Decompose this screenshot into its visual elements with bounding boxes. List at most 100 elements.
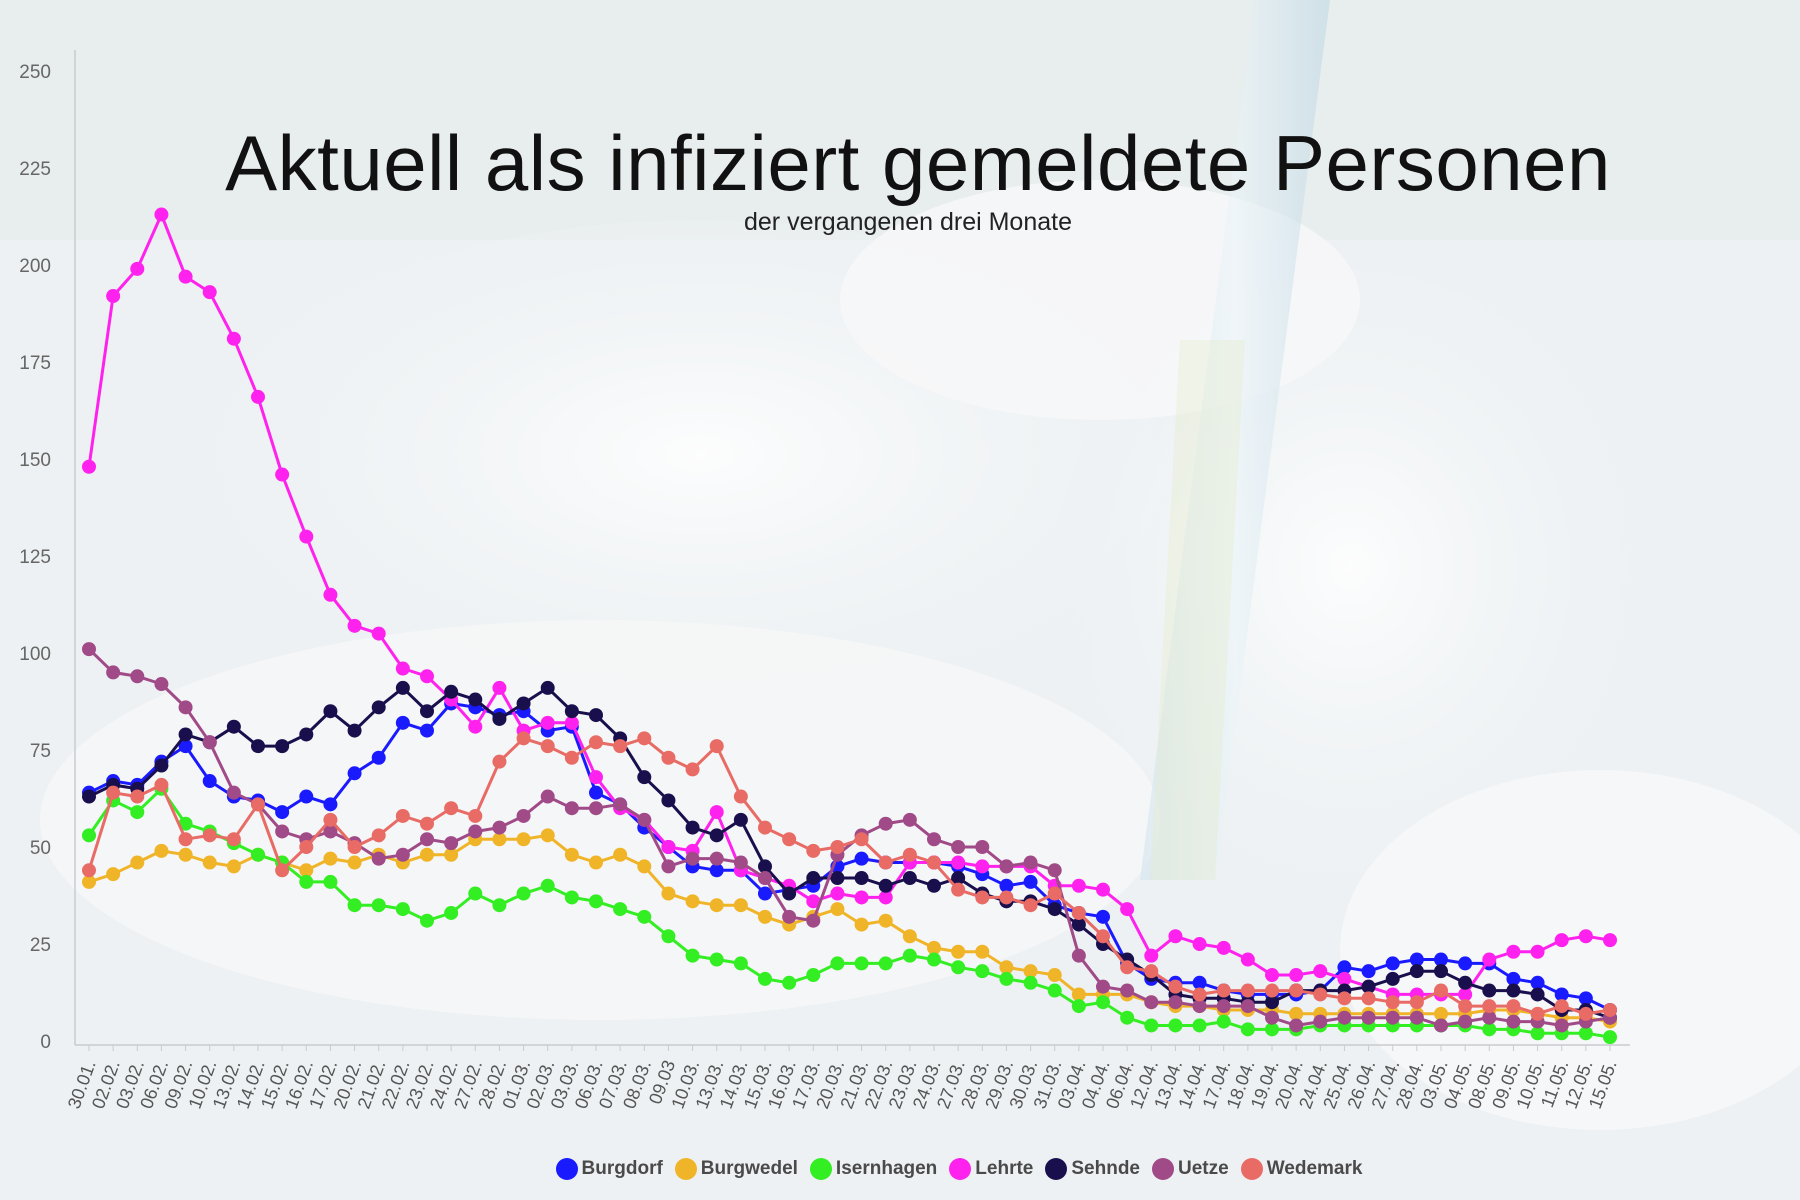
data-point[interactable] xyxy=(275,467,290,482)
data-point[interactable] xyxy=(178,816,193,831)
data-point[interactable] xyxy=(1216,983,1231,998)
data-point[interactable] xyxy=(1265,1010,1279,1025)
data-point[interactable] xyxy=(516,832,531,847)
data-point[interactable] xyxy=(878,913,893,928)
data-point[interactable] xyxy=(830,871,845,886)
data-point[interactable] xyxy=(492,680,507,695)
data-point[interactable] xyxy=(395,847,410,862)
data-point[interactable] xyxy=(999,971,1014,986)
data-point[interactable] xyxy=(999,878,1014,893)
data-point[interactable] xyxy=(178,847,193,862)
data-point[interactable] xyxy=(927,952,941,967)
data-point[interactable] xyxy=(1071,917,1086,932)
data-point[interactable] xyxy=(1023,964,1038,979)
data-point[interactable] xyxy=(516,886,531,901)
data-point[interactable] xyxy=(854,956,869,971)
data-point[interactable] xyxy=(395,902,410,917)
data-point[interactable] xyxy=(951,840,966,854)
data-point[interactable] xyxy=(878,890,893,905)
data-point[interactable] xyxy=(154,758,169,773)
data-point[interactable] xyxy=(589,708,603,723)
data-point[interactable] xyxy=(1337,960,1352,975)
data-point[interactable] xyxy=(1530,1026,1545,1041)
data-point[interactable] xyxy=(589,770,603,785)
data-point[interactable] xyxy=(1192,1018,1207,1033)
data-point[interactable] xyxy=(420,847,434,862)
data-point[interactable] xyxy=(733,812,748,827)
data-point[interactable] xyxy=(323,797,338,812)
data-point[interactable] xyxy=(178,739,193,754)
data-point[interactable] xyxy=(444,836,459,851)
data-point[interactable] xyxy=(854,871,869,886)
data-point[interactable] xyxy=(1168,995,1183,1010)
data-point[interactable] xyxy=(975,964,990,979)
data-point[interactable] xyxy=(806,871,821,886)
data-point[interactable] xyxy=(564,801,579,816)
data-point[interactable] xyxy=(420,816,434,831)
data-point[interactable] xyxy=(1144,995,1159,1010)
data-point[interactable] xyxy=(709,952,724,967)
data-point[interactable] xyxy=(371,626,386,641)
data-point[interactable] xyxy=(830,886,845,901)
data-point[interactable] xyxy=(1120,1010,1135,1025)
data-point[interactable] xyxy=(1289,1018,1304,1033)
data-point[interactable] xyxy=(1482,1022,1497,1037)
data-point[interactable] xyxy=(637,859,652,874)
data-point[interactable] xyxy=(1168,929,1183,944)
data-point[interactable] xyxy=(540,828,555,843)
data-point[interactable] xyxy=(130,855,145,870)
data-point[interactable] xyxy=(1482,999,1497,1014)
data-point[interactable] xyxy=(1506,999,1521,1014)
data-point[interactable] xyxy=(1047,886,1062,901)
data-point[interactable] xyxy=(1144,948,1159,963)
data-point[interactable] xyxy=(178,269,193,284)
data-point[interactable] xyxy=(854,832,869,847)
data-point[interactable] xyxy=(927,832,941,847)
data-point[interactable] xyxy=(709,863,724,878)
data-point[interactable] xyxy=(685,851,700,866)
data-point[interactable] xyxy=(1265,995,1279,1010)
data-point[interactable] xyxy=(1385,995,1400,1010)
data-point[interactable] xyxy=(323,704,338,719)
data-point[interactable] xyxy=(1482,952,1497,967)
data-point[interactable] xyxy=(468,692,483,707)
data-point[interactable] xyxy=(468,808,483,823)
data-point[interactable] xyxy=(1506,983,1521,998)
data-point[interactable] xyxy=(878,816,893,831)
data-point[interactable] xyxy=(1071,878,1086,893)
data-point[interactable] xyxy=(226,719,241,734)
data-point[interactable] xyxy=(1361,991,1376,1006)
data-point[interactable] xyxy=(1071,999,1086,1014)
data-point[interactable] xyxy=(709,898,724,913)
data-point[interactable] xyxy=(178,727,193,742)
data-point[interactable] xyxy=(685,820,700,835)
data-point[interactable] xyxy=(371,828,386,843)
data-point[interactable] xyxy=(468,824,483,839)
data-point[interactable] xyxy=(564,715,579,730)
data-point[interactable] xyxy=(323,874,338,889)
data-point[interactable] xyxy=(661,750,676,765)
data-point[interactable] xyxy=(492,754,507,769)
data-point[interactable] xyxy=(1361,964,1376,979)
data-point[interactable] xyxy=(371,750,386,765)
data-point[interactable] xyxy=(1096,929,1110,944)
data-point[interactable] xyxy=(420,669,434,684)
data-point[interactable] xyxy=(806,894,821,909)
data-point[interactable] xyxy=(1047,863,1062,878)
data-point[interactable] xyxy=(106,665,121,680)
data-point[interactable] xyxy=(540,878,555,893)
data-point[interactable] xyxy=(1289,1006,1304,1021)
data-point[interactable] xyxy=(951,882,966,897)
data-point[interactable] xyxy=(1265,1022,1279,1037)
data-point[interactable] xyxy=(106,289,121,304)
data-point[interactable] xyxy=(82,874,96,889)
data-point[interactable] xyxy=(709,805,724,820)
legend-item-lehrte[interactable]: Lehrte xyxy=(949,1158,1033,1180)
data-point[interactable] xyxy=(733,956,748,971)
data-point[interactable] xyxy=(951,944,966,959)
data-point[interactable] xyxy=(854,890,869,905)
data-point[interactable] xyxy=(202,828,217,843)
data-point[interactable] xyxy=(1047,983,1062,998)
data-point[interactable] xyxy=(806,843,821,858)
data-point[interactable] xyxy=(1506,1014,1521,1029)
